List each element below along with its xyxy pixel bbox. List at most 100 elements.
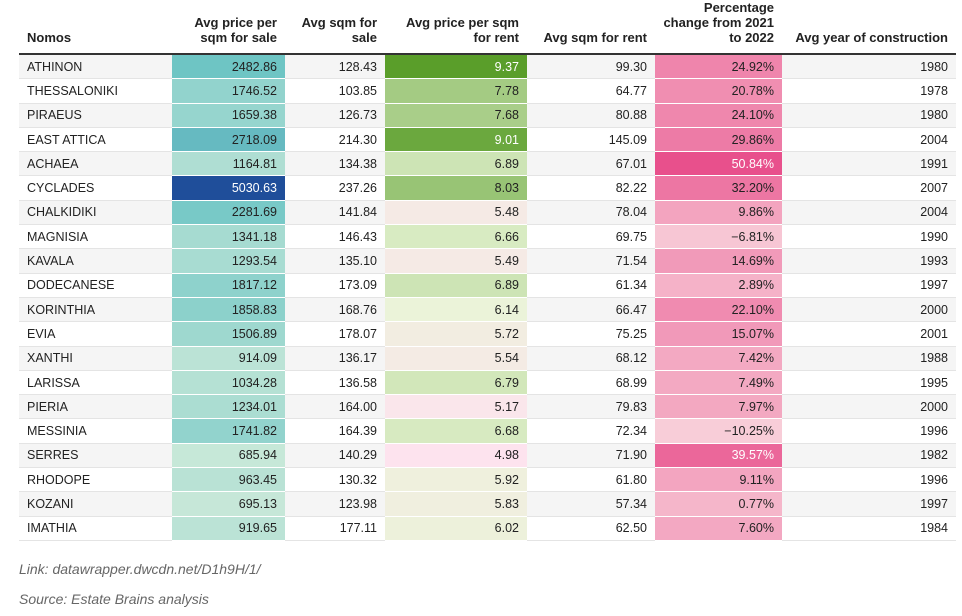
- table-row: MAGNISIA 1341.18 146.43 6.66 69.75 −6.81% 1990: [19, 224, 956, 250]
- table-cell: KOZANI: [19, 491, 172, 517]
- table-cell: 1858.83: [172, 297, 285, 323]
- table-cell: EVIA: [19, 321, 172, 347]
- table-cell: 1034.28: [172, 370, 285, 396]
- table-row: SERRES 685.94 140.29 4.98 71.90 39.57% 1982: [19, 443, 956, 469]
- table-cell: 9.01: [385, 127, 527, 153]
- table-cell: DODECANESE: [19, 273, 172, 298]
- table-cell: 71.90: [527, 443, 655, 469]
- table-cell: 1980: [782, 54, 956, 80]
- table-cell: 1996: [782, 418, 956, 444]
- table-row: XANTHI 914.09 136.17 5.54 68.12 7.42% 1988: [19, 346, 956, 371]
- table-cell: 168.76: [285, 297, 385, 323]
- table-cell: −6.81%: [655, 224, 782, 250]
- table-cell: 919.65: [172, 516, 285, 541]
- table-cell: 145.09: [527, 127, 655, 153]
- column-header: Avg sqm for rent: [543, 30, 647, 45]
- column-header: Percentage change from 2021 to 2022: [663, 0, 774, 45]
- table-cell: 32.20%: [655, 175, 782, 201]
- table-row: KORINTHIA 1858.83 168.76 6.14 66.47 22.10% 200…: [19, 297, 956, 323]
- table-cell: 6.68: [385, 418, 527, 444]
- table-cell: 61.34: [527, 273, 655, 298]
- table-cell: XANTHI: [19, 346, 172, 371]
- table-cell: 7.49%: [655, 370, 782, 396]
- table-cell: THESSALONIKI: [19, 78, 172, 104]
- table-row: ACHAEA 1164.81 134.38 6.89 67.01 50.84% 1991: [19, 151, 956, 177]
- table-cell: 1978: [782, 78, 956, 104]
- column-header: Avg year of construction: [795, 30, 948, 45]
- table-cell: 99.30: [527, 54, 655, 80]
- table-cell: 1996: [782, 467, 956, 493]
- table-cell: 39.57%: [655, 443, 782, 469]
- table-cell: 5.54: [385, 346, 527, 371]
- table-cell: 6.79: [385, 370, 527, 396]
- table-cell: 20.78%: [655, 78, 782, 104]
- table-cell: 2.89%: [655, 273, 782, 298]
- table-cell: 50.84%: [655, 151, 782, 177]
- table-row: RHODOPE 963.45 130.32 5.92 61.80 9.11% 1996: [19, 467, 956, 493]
- table-cell: SERRES: [19, 443, 172, 469]
- table-cell: 141.84: [285, 200, 385, 226]
- table-cell: 130.32: [285, 467, 385, 493]
- table-row: EAST ATTICA 2718.09 214.30 9.01 145.09 29.86%…: [19, 127, 956, 153]
- footer-link[interactable]: Link: datawrapper.dwcdn.net/D1h9H/1/: [19, 561, 261, 577]
- table-cell: KORINTHIA: [19, 297, 172, 323]
- column-header: Nomos: [27, 30, 72, 45]
- table-cell: 57.34: [527, 491, 655, 517]
- table-cell: 1997: [782, 491, 956, 517]
- table-cell: 72.34: [527, 418, 655, 444]
- table-cell: MESSINIA: [19, 418, 172, 444]
- footer-source: Source: Estate Brains analysis: [19, 591, 209, 607]
- table-cell: 134.38: [285, 151, 385, 177]
- table-cell: 2004: [782, 200, 956, 226]
- data-table: Nomos Avg price per sqm for sale Avg sqm f…: [19, 0, 956, 541]
- table-cell: 2718.09: [172, 127, 285, 153]
- table-cell: 177.11: [285, 516, 385, 541]
- table-cell: 82.22: [527, 175, 655, 201]
- table-cell: 2007: [782, 175, 956, 201]
- table-cell: 1997: [782, 273, 956, 298]
- table-cell: 126.73: [285, 103, 385, 128]
- table-cell: 8.03: [385, 175, 527, 201]
- table-cell: 4.98: [385, 443, 527, 469]
- table-cell: 1659.38: [172, 103, 285, 128]
- table-cell: 1164.81: [172, 151, 285, 177]
- table-row: PIERIA 1234.01 164.00 5.17 79.83 7.97% 2000: [19, 394, 956, 420]
- header-row: Nomos Avg price per sqm for sale Avg sqm f…: [19, 0, 956, 54]
- table-cell: 123.98: [285, 491, 385, 517]
- table-cell: 685.94: [172, 443, 285, 469]
- table-cell: 7.97%: [655, 394, 782, 420]
- table-row: LARISSA 1034.28 136.58 6.79 68.99 7.49% 1995: [19, 370, 956, 396]
- table-cell: 136.58: [285, 370, 385, 396]
- table-row: IMATHIA 919.65 177.11 6.02 62.50 7.60% 1984: [19, 516, 956, 541]
- table-cell: −10.25%: [655, 418, 782, 444]
- table-cell: 2001: [782, 321, 956, 347]
- table-cell: 1990: [782, 224, 956, 250]
- table-cell: 66.47: [527, 297, 655, 323]
- table-row: CYCLADES 5030.63 237.26 8.03 82.22 32.20% 2007: [19, 175, 956, 201]
- table-cell: 5.72: [385, 321, 527, 347]
- table-cell: 69.75: [527, 224, 655, 250]
- table-cell: 214.30: [285, 127, 385, 153]
- table-cell: PIERIA: [19, 394, 172, 420]
- table-cell: LARISSA: [19, 370, 172, 396]
- table-cell: ATHINON: [19, 54, 172, 80]
- table-cell: 1741.82: [172, 418, 285, 444]
- table-cell: 6.02: [385, 516, 527, 541]
- table-row: KAVALA 1293.54 135.10 5.49 71.54 14.69% 1993: [19, 248, 956, 274]
- table-cell: 1991: [782, 151, 956, 177]
- table-cell: 7.68: [385, 103, 527, 128]
- table-cell: 5.83: [385, 491, 527, 517]
- table-cell: 78.04: [527, 200, 655, 226]
- table-cell: 1506.89: [172, 321, 285, 347]
- table-cell: 1293.54: [172, 248, 285, 274]
- table-cell: 1984: [782, 516, 956, 541]
- table-cell: 2482.86: [172, 54, 285, 80]
- table-cell: IMATHIA: [19, 516, 172, 541]
- table-cell: 7.60%: [655, 516, 782, 541]
- table-cell: 79.83: [527, 394, 655, 420]
- table-cell: 62.50: [527, 516, 655, 541]
- table-cell: 963.45: [172, 467, 285, 493]
- table-cell: 2000: [782, 297, 956, 323]
- table-cell: 164.39: [285, 418, 385, 444]
- table-row: THESSALONIKI 1746.52 103.85 7.78 64.77 20.78%…: [19, 78, 956, 104]
